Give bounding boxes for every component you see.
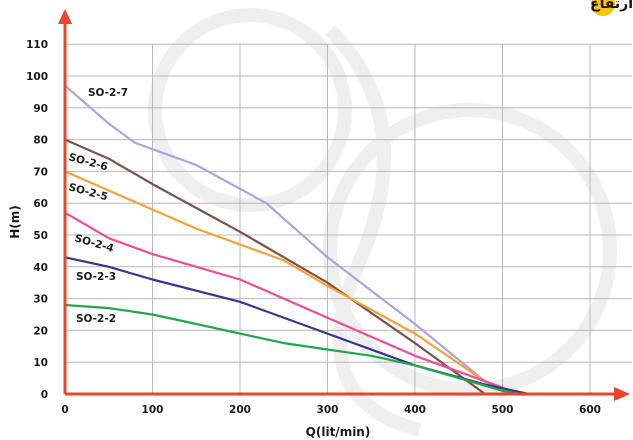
chart-grid [65,43,632,394]
chart-axes [58,9,630,401]
series-line-so-2-5 [63,170,513,392]
y-tick-label: 50 [33,230,48,242]
series-line-so-2-6 [63,138,495,396]
y-tick-label: 10 [33,357,48,369]
series-label-so-2-4: SO-2-4 [73,232,115,255]
series-line-so-2-2 [63,303,522,396]
series-line-so-2-4 [63,211,504,389]
y-tick-label: 100 [26,71,48,83]
series-line-so-2-7 [63,84,504,389]
y-tick-label: 90 [33,103,48,115]
series-label-so-2-3: SO-2-3 [76,271,116,283]
series-layer [63,84,530,396]
series-label-so-2-5: SO-2-5 [67,181,109,203]
tick-labels: 0 100 200 300 400 500 600 0 10 20 30 40 50 60 70 80 90 10… [26,39,601,416]
x-tick-label: 300 [317,404,339,416]
series-label-so-2-6: SO-2-6 [67,151,109,173]
series-label-so-2-7: SO-2-7 [88,87,128,99]
header: منحنی نیرو، آبدهی، ارتفاع [590,0,633,16]
x-tick-label: 100 [142,404,164,416]
x-axis-title: Q(lit/min) [306,425,371,439]
series-labels: SO-2-7 SO-2-6 SO-2-5 SO-2-4 SO-2-3 SO-2-2 [67,87,128,325]
x-axis-arrow [614,387,630,401]
y-tick-label: 20 [33,325,48,337]
y-tick-label: 110 [26,39,48,51]
x-tick-label: 200 [229,404,251,416]
y-axis-arrow [58,9,72,24]
watermark-logo [148,8,617,437]
y-tick-label: 40 [33,262,48,274]
series-line-so-2-3 [63,256,530,396]
x-tick-label: 400 [404,404,426,416]
y-tick-label: 60 [33,198,48,210]
x-tick-label: 600 [579,404,601,416]
x-tick-label: 0 [61,404,68,416]
y-axis-title: H(m) [8,205,22,239]
y-tick-label: 70 [33,166,48,178]
x-tick-label: 500 [492,404,514,416]
y-tick-label: 30 [33,294,48,306]
header-accent-dot [591,0,615,16]
y-tick-label: 0 [41,389,48,401]
y-tick-label: 80 [33,135,48,147]
header-title: منحنی نیرو، آبدهی، ارتفاع [590,0,633,12]
series-label-so-2-2: SO-2-2 [76,313,116,325]
